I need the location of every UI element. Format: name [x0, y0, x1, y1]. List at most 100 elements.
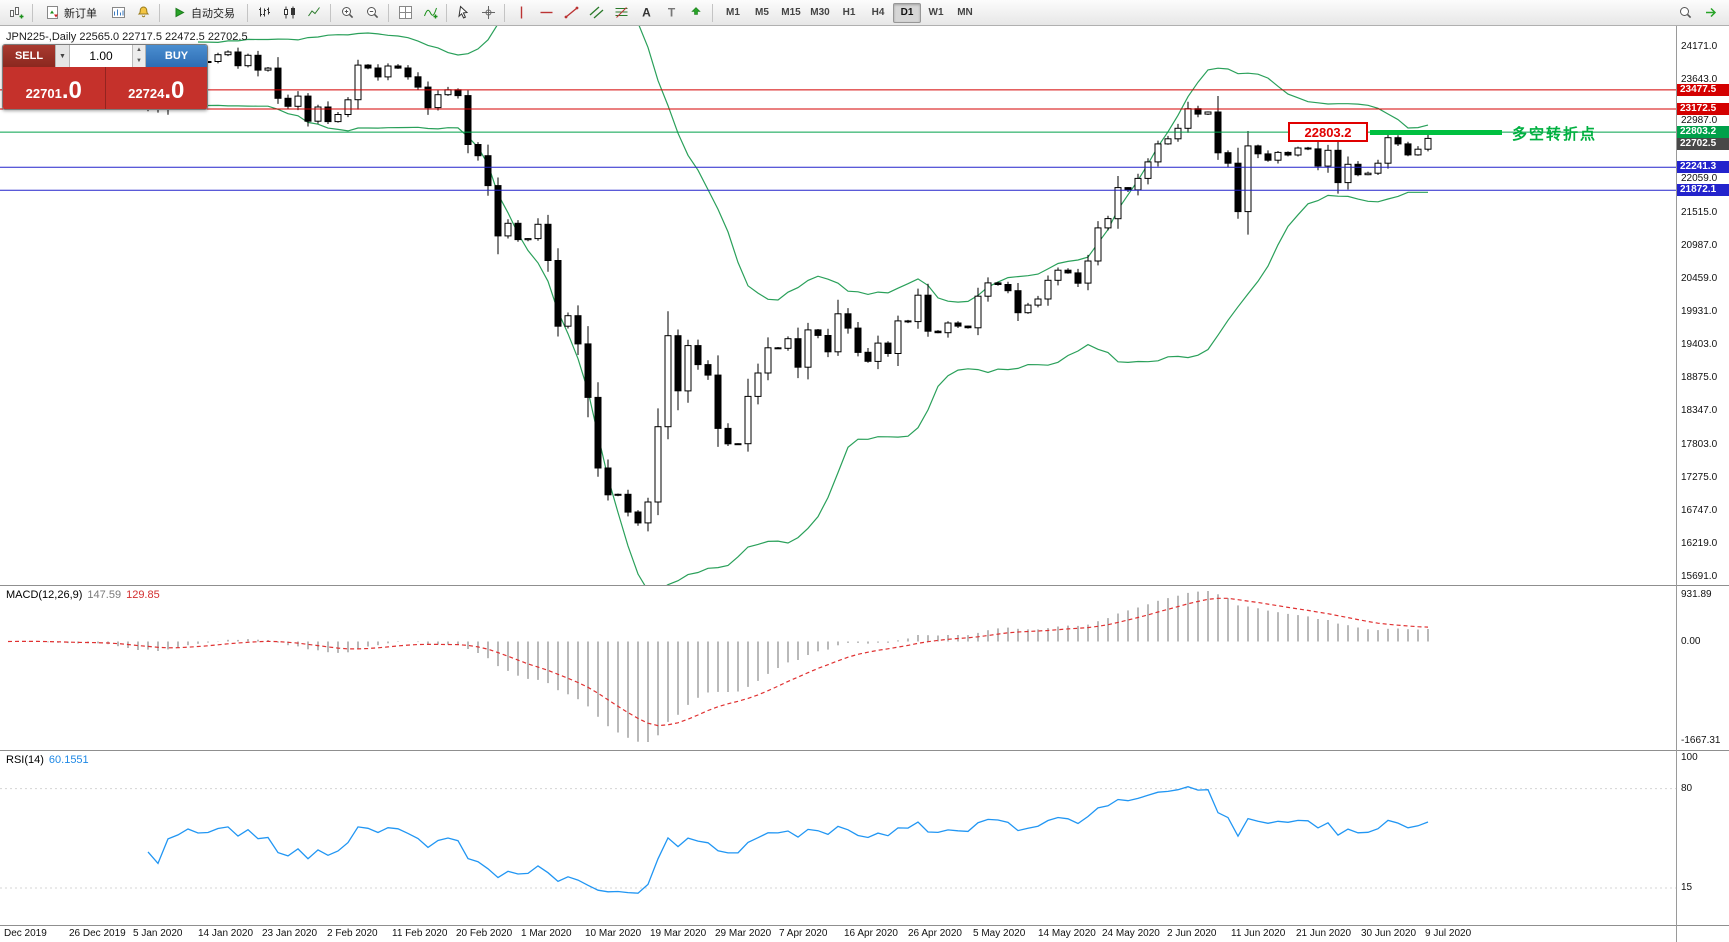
sell-button[interactable]: SELL	[3, 45, 55, 67]
ask-price[interactable]: 22724.0	[106, 67, 208, 109]
buy-button[interactable]: BUY	[145, 45, 207, 67]
zoom-out-icon	[366, 7, 378, 19]
zoom-out-button[interactable]	[360, 2, 384, 24]
green-arrow-icon	[1705, 7, 1716, 18]
time-axis-label: 5 May 2020	[973, 928, 1026, 939]
horizontal-line-icon	[540, 11, 552, 14]
timeframe-d1-button[interactable]: D1	[893, 2, 921, 23]
candlestick-chart-icon	[283, 6, 295, 19]
trendline-button[interactable]	[559, 2, 583, 24]
arrows-button[interactable]	[684, 2, 708, 24]
lot-size-input[interactable]	[70, 45, 132, 67]
time-axis-label: 1 Mar 2020	[521, 928, 572, 939]
timeframe-m30-button[interactable]: M30	[806, 3, 834, 23]
toolbar-separator	[330, 3, 331, 22]
stepper-down-icon[interactable]: ▼	[133, 56, 145, 67]
channel-button[interactable]	[584, 2, 608, 24]
price-badge: 23172.5	[1677, 103, 1729, 115]
time-axis-label: 10 Mar 2020	[585, 928, 642, 939]
autotrading-label: 自动交易	[191, 7, 235, 20]
fibonacci-button[interactable]	[609, 2, 633, 24]
price-axis[interactable]: 24171.0 23643.0 22987.0 22059.0 21515.0 20987…	[1677, 26, 1729, 942]
time-axis-label: 9 Jul 2020	[1425, 928, 1472, 939]
price-axis-tick: 20987.0	[1681, 240, 1718, 251]
bid-price[interactable]: 22701.0	[3, 67, 106, 109]
price-badge: 22702.5	[1677, 138, 1729, 150]
macd-axis-label: -1667.31	[1681, 735, 1721, 746]
price-axis-tick: 18875.0	[1681, 372, 1718, 383]
bid-frac: .0	[61, 77, 82, 104]
bar-chart-button[interactable]	[252, 2, 276, 24]
candlestick-chart-button[interactable]	[277, 2, 301, 24]
timeframe-w1-button[interactable]: W1	[922, 3, 950, 23]
price-axis-tick: 19931.0	[1681, 306, 1718, 317]
zoom-in-icon	[341, 7, 353, 19]
timeframe-m5-button[interactable]: M5	[748, 3, 776, 23]
time-axis-label: 23 Jan 2020	[262, 928, 318, 939]
time-axis-label: 16 Apr 2020	[844, 928, 898, 939]
alerts-button[interactable]	[131, 2, 155, 24]
toolbar-separator	[247, 3, 248, 22]
new-chart-button[interactable]	[4, 2, 28, 24]
channel-icon	[589, 6, 603, 19]
zoom-in-button[interactable]	[335, 2, 359, 24]
macd-main-value: 147.59	[87, 589, 122, 601]
toolbar-separator	[504, 3, 505, 22]
time-axis-label: 29 Mar 2020	[715, 928, 772, 939]
time-axis-label: 2 Jun 2020	[1167, 928, 1217, 939]
cursor-icon	[457, 5, 468, 19]
vertical-line-button[interactable]	[509, 2, 533, 24]
cursor-button[interactable]	[451, 2, 475, 24]
scroll-forward-button[interactable]	[1699, 2, 1723, 24]
crosshair-icon	[481, 6, 495, 19]
symbol-ohlc-label: JPN225-,Daily 22565.0 22717.5 22472.5 22…	[6, 31, 248, 43]
ask-frac: .0	[164, 77, 185, 104]
magnifier-button[interactable]	[1673, 2, 1697, 24]
timeframe-m1-button[interactable]: M1	[719, 3, 747, 23]
caret-down-icon: ▼	[59, 52, 66, 60]
price-axis-tick: 17275.0	[1681, 472, 1718, 483]
symbol-ohlc-text: JPN225-,Daily 22565.0 22717.5 22472.5 22…	[6, 31, 248, 43]
chart-profiles-button[interactable]	[106, 2, 130, 24]
text-icon: A	[642, 6, 651, 20]
autotrading-button[interactable]: 自动交易	[164, 2, 243, 24]
price-annotation-box[interactable]: 22803.2	[1288, 122, 1368, 142]
autotrading-play-icon	[175, 7, 185, 18]
timeframe-m15-button[interactable]: M15	[777, 3, 805, 23]
time-axis[interactable]: Dec 2019 26 Dec 2019 5 Jan 2020 14 Jan 2020…	[0, 926, 1676, 942]
toolbar-separator	[32, 3, 33, 22]
indicators-button[interactable]	[418, 2, 442, 24]
timeframe-mn-button[interactable]: MN	[951, 3, 979, 23]
horizontal-line-button[interactable]	[534, 2, 558, 24]
tile-windows-button[interactable]	[393, 2, 417, 24]
time-axis-label: 5 Jan 2020	[133, 928, 183, 939]
magnifier-icon	[1679, 7, 1691, 19]
ask-int: 22724	[128, 85, 165, 101]
one-click-top-row: SELL ▼ ▲ ▼ BUY	[3, 45, 207, 67]
price-badge: 23477.5	[1677, 84, 1729, 96]
indicators-icon	[423, 7, 437, 19]
price-axis-tick: 20459.0	[1681, 273, 1718, 284]
line-chart-button[interactable]	[302, 2, 326, 24]
price-axis-tick: 16747.0	[1681, 505, 1718, 516]
new-order-button[interactable]: 新订单	[37, 2, 105, 24]
stepper-up-icon[interactable]: ▲	[133, 45, 145, 56]
label-button[interactable]: T	[659, 2, 683, 24]
turning-point-line[interactable]	[1370, 130, 1502, 135]
bell-icon	[137, 6, 149, 18]
turning-point-note[interactable]: 多空转折点	[1512, 126, 1598, 143]
time-axis-label: 2 Feb 2020	[327, 928, 378, 939]
rsi-pane-divider[interactable]	[0, 750, 1729, 751]
text-button[interactable]: A	[634, 2, 658, 24]
macd-pane-divider[interactable]	[0, 585, 1729, 586]
lot-size-control: ▲ ▼	[70, 45, 145, 67]
timeframe-h4-button[interactable]: H4	[864, 3, 892, 23]
crosshair-button[interactable]	[476, 2, 500, 24]
timeframe-h1-button[interactable]: H1	[835, 3, 863, 23]
toolbar-separator	[446, 3, 447, 22]
time-axis-label: 11 Feb 2020	[392, 928, 448, 939]
time-axis-label: 11 Jun 2020	[1231, 928, 1286, 939]
time-axis-label: 19 Mar 2020	[650, 928, 707, 939]
order-type-dropdown[interactable]: ▼	[55, 45, 70, 67]
